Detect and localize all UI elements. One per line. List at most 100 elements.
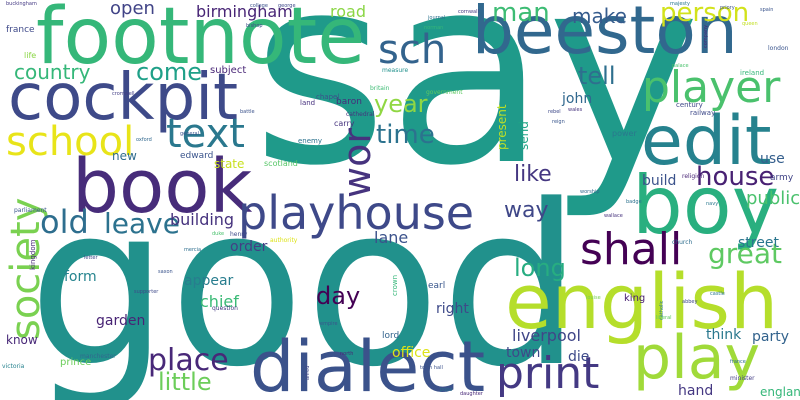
word-earl: earl (428, 281, 446, 291)
word-little: little (158, 368, 212, 396)
word-duke: duke (212, 231, 225, 237)
word-great: great (708, 237, 783, 270)
word-shall: shall (580, 224, 683, 275)
word-worship: worship (580, 189, 600, 195)
word-building: building (170, 210, 235, 229)
word-street: street (738, 235, 779, 251)
word-play: play (633, 323, 761, 393)
word-life: life (24, 51, 37, 60)
word-louise: louise (586, 295, 601, 301)
word-present: present (495, 104, 509, 150)
word-place: place (148, 343, 229, 378)
word-oxford: oxford (136, 137, 152, 143)
word-english: english (505, 257, 779, 346)
word-measure: measure (382, 67, 409, 74)
word-wor: wor (335, 128, 379, 198)
word-norman: norman (424, 25, 444, 31)
word-carry: carry (334, 119, 355, 128)
word-think: think (706, 327, 742, 343)
word-subject: subject (210, 65, 247, 76)
word-prince: prince (60, 357, 92, 368)
word-daughter: daughter (460, 391, 483, 397)
word-palace: palace (672, 63, 689, 69)
word-railway: railway (690, 109, 716, 117)
word-buckingham: buckingham (6, 1, 37, 7)
word-wales: wales (568, 107, 583, 113)
word-castle: castle (710, 291, 725, 297)
word-ireland: ireland (740, 69, 765, 77)
word-text: text (166, 111, 245, 157)
word-north: north (340, 351, 354, 357)
word-rebel: rebel (548, 109, 561, 115)
word-print: print (496, 348, 600, 399)
word-player: player (642, 62, 781, 113)
word-bishop: bishop (246, 23, 263, 29)
word-wallace: wallace (604, 213, 623, 219)
word-badge: badge (626, 199, 642, 205)
word-country: country (14, 60, 91, 84)
word-beeston: beeston (472, 0, 738, 69)
word-alfred: alfred (305, 365, 311, 380)
word-lane: lane (374, 228, 409, 247)
word-birmingham: birmingham (196, 2, 293, 21)
word-leave: leave (104, 207, 180, 240)
word-authority: authority (270, 237, 298, 244)
word-george: george (278, 3, 296, 9)
word-form: form (64, 269, 97, 285)
word-school: school (6, 119, 135, 165)
word-religion: religion (682, 173, 705, 180)
word-day: day (316, 282, 361, 310)
word-battle: battle (240, 109, 255, 115)
word-know: know (6, 333, 38, 347)
word-kingdom: kingdom (29, 239, 37, 270)
word-state: state (214, 157, 245, 171)
word-like: like (514, 162, 552, 187)
word-town-hall: town hall (420, 365, 443, 371)
word-pope: pope (440, 387, 453, 393)
word-person: person (660, 0, 750, 28)
word-france: france (6, 25, 35, 35)
word-town: town (506, 345, 541, 361)
word-london: london (768, 45, 789, 52)
word-france-2: france (730, 359, 746, 365)
word-old: old (40, 203, 89, 241)
word-scotland: scotland (264, 159, 298, 168)
word-good: good (28, 158, 582, 400)
word-spain: spain (760, 7, 774, 13)
word-journal: journal (428, 15, 446, 21)
word-book: book (72, 144, 253, 230)
word-use: use (760, 151, 785, 167)
word-hand: hand (678, 383, 714, 399)
word-house: house (696, 162, 775, 192)
word-public: public (746, 188, 800, 209)
word-cathedral: cathedral (346, 111, 375, 118)
word-make: make (572, 4, 627, 28)
word-letter: letter (84, 255, 98, 261)
word-die: die (568, 349, 590, 365)
word-appear: appear (184, 273, 234, 289)
word-send: send (517, 121, 531, 150)
word-mercia: mercia (184, 247, 202, 253)
word-playhouse: playhouse (238, 186, 475, 240)
word-cornwall: cornwall (458, 9, 479, 15)
word-manchester: manchester (80, 353, 116, 360)
word-lord: lord (382, 331, 400, 341)
word-office: office (392, 345, 431, 361)
word-reign: reign (552, 119, 565, 125)
word-new: new (112, 149, 137, 163)
word-build: build (642, 173, 677, 189)
word-chief: chief (200, 292, 239, 311)
word-abbey: abbey (682, 299, 698, 305)
word-say: say (252, 0, 701, 223)
word-army: army (770, 173, 794, 183)
word-crown: crown (391, 274, 399, 296)
word-parliament: parliament (14, 207, 47, 214)
word-supporter: supporter (134, 289, 159, 295)
word-sch: sch (378, 27, 447, 73)
word-party: party (752, 329, 789, 345)
word-cromwell: cromwell (112, 91, 135, 97)
word-man: man (492, 0, 550, 28)
word-time: time (376, 120, 435, 150)
word-king: king (624, 293, 646, 304)
